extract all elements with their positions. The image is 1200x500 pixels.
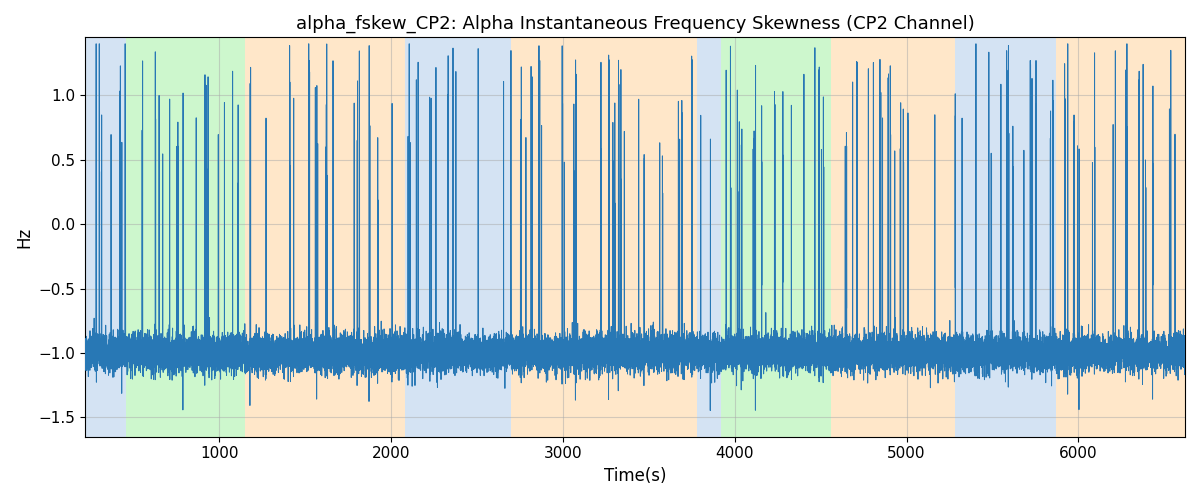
- Bar: [85, 38, 126, 436]
- Bar: [126, 38, 245, 436]
- Bar: [404, 38, 511, 436]
- Bar: [697, 38, 721, 436]
- Bar: [1056, 38, 1186, 436]
- Y-axis label: Hz: Hz: [14, 226, 32, 248]
- Bar: [245, 38, 404, 436]
- X-axis label: Time(s): Time(s): [604, 467, 666, 485]
- Bar: [955, 38, 1056, 436]
- Bar: [721, 38, 830, 436]
- Title: alpha_fskew_CP2: Alpha Instantaneous Frequency Skewness (CP2 Channel): alpha_fskew_CP2: Alpha Instantaneous Fre…: [295, 15, 974, 34]
- Bar: [830, 38, 955, 436]
- Bar: [511, 38, 697, 436]
